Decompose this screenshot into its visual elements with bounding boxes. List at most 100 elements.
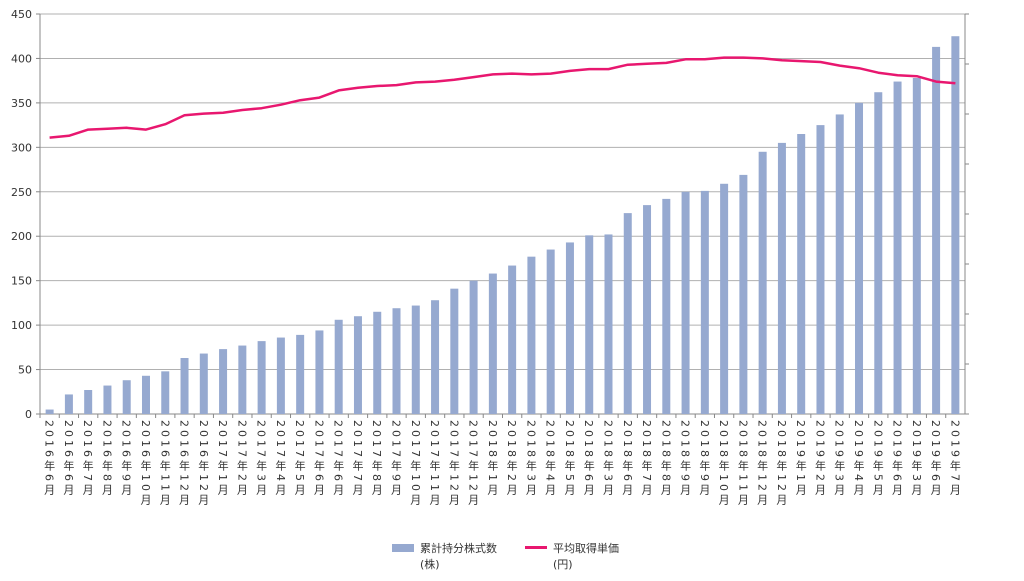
x-tick-label: 2018年6月 (620, 420, 634, 498)
y-tick-label: 0 (25, 408, 32, 421)
x-tick-label: 2019年6月 (929, 420, 943, 498)
y-tick-label: 400 (11, 52, 32, 65)
x-tick-label: 2016年6月 (61, 420, 75, 498)
bar (103, 385, 112, 414)
legend-label-bar: 累計持分株式数 (420, 542, 497, 555)
y-tick-label: 350 (11, 97, 32, 110)
x-tick-label: 2018年3月 (524, 420, 538, 498)
bar (257, 341, 266, 414)
bar (546, 249, 555, 414)
x-tick-label: 2017年1月 (216, 420, 230, 498)
bar (951, 36, 960, 414)
x-tick-label: 2017年3月 (254, 420, 268, 498)
x-tick-label: 2018年2月 (505, 420, 519, 498)
legend-swatch-bar (392, 544, 414, 552)
bar (816, 125, 825, 414)
bar (565, 242, 574, 414)
y-tick-label: 300 (11, 141, 32, 154)
bar (527, 256, 536, 414)
bar (720, 183, 729, 414)
bar (893, 81, 902, 415)
y-tick-label: 50 (18, 364, 32, 377)
x-tick-label: 2016年9月 (119, 420, 133, 498)
legend-item-line: 平均取得単価 (円) (525, 540, 619, 572)
y-tick-label: 450 (11, 8, 32, 21)
x-tick-label: 2019年4月 (852, 420, 865, 498)
y-tick-label: 150 (11, 275, 32, 288)
legend-unit-bar: (株) (420, 558, 440, 571)
x-tick-label: 2017年4月 (273, 420, 287, 498)
bar (604, 234, 613, 414)
x-tick-label: 2016年10月 (138, 420, 152, 508)
x-tick-label: 2017年11月 (428, 420, 442, 508)
bar (912, 78, 921, 414)
y-tick-label: 200 (11, 230, 32, 243)
legend-swatch-line (525, 546, 547, 549)
x-tick-label: 2019年1月 (794, 420, 808, 498)
y-tick-label: 250 (11, 186, 32, 199)
bar (411, 305, 420, 414)
bar (373, 311, 382, 414)
x-tick-label: 2017年6月 (331, 420, 345, 498)
bar (315, 330, 324, 414)
x-tick-label: 2016年7月 (81, 420, 95, 498)
x-tick-label: 2019年3月 (909, 420, 923, 498)
x-tick-label: 2018年9月 (697, 420, 711, 498)
bar (585, 235, 594, 414)
x-tick-label: 2018年9月 (678, 420, 692, 498)
bar (469, 280, 478, 414)
legend-unit-line: (円) (553, 558, 573, 571)
x-tick-label: 2019年2月 (813, 420, 827, 498)
bar (855, 102, 864, 414)
bar (488, 273, 497, 414)
line-series-avg-price (49, 56, 956, 139)
bar (238, 345, 247, 414)
bar (122, 380, 131, 414)
x-tick-label: 2017年12月 (466, 420, 480, 508)
x-tick-label: 2018年5月 (562, 420, 576, 498)
bar (141, 375, 150, 414)
x-tick-label: 2017年8月 (370, 420, 384, 498)
x-tick-label: 2016年8月 (100, 420, 114, 498)
x-tick-label: 2018年12月 (755, 420, 769, 508)
bar (161, 371, 170, 414)
bar (681, 191, 690, 414)
bar (797, 134, 806, 414)
bar (662, 198, 671, 414)
x-tick-label: 2017年9月 (389, 420, 403, 498)
bar (296, 334, 305, 414)
x-tick-label: 2018年7月 (640, 420, 654, 498)
legend-label-line: 平均取得単価 (553, 542, 619, 555)
x-tick-label: 2018年10月 (717, 420, 731, 508)
x-tick-label: 2018年3月 (601, 420, 615, 498)
x-tick-label: 2019年3月 (832, 420, 846, 498)
bar (180, 358, 189, 414)
x-tick-label: 2018年1月 (485, 420, 499, 498)
x-tick-label: 2018年12月 (774, 420, 788, 508)
x-tick-label: 2016年12月 (196, 420, 210, 508)
x-tick-label: 2018年4月 (543, 420, 557, 498)
x-tick-label: 2018年11月 (736, 420, 750, 508)
bar (431, 300, 440, 414)
x-tick-label: 2017年6月 (312, 420, 326, 498)
x-tick-label: 2017年12月 (447, 420, 461, 508)
bar (623, 213, 632, 414)
bar (353, 316, 362, 414)
bar (392, 308, 401, 414)
x-tick-label: 2018年6月 (582, 420, 596, 498)
bar (932, 46, 941, 415)
bar (643, 205, 652, 414)
x-tick-label: 2017年2月 (235, 420, 249, 498)
x-tick-label: 2017年10月 (408, 420, 422, 508)
x-tick-label: 2016年12月 (177, 420, 191, 508)
bar (199, 353, 208, 414)
x-tick-label: 2019年5月 (871, 420, 885, 498)
bar (450, 288, 459, 414)
y-tick-label: 100 (11, 319, 32, 332)
bar (835, 114, 844, 414)
x-tick-label: 2017年7月 (350, 420, 364, 498)
x-tick-label: 2016年11月 (158, 420, 172, 508)
x-tick-label: 2016年6月 (42, 420, 56, 498)
bar (45, 409, 54, 414)
